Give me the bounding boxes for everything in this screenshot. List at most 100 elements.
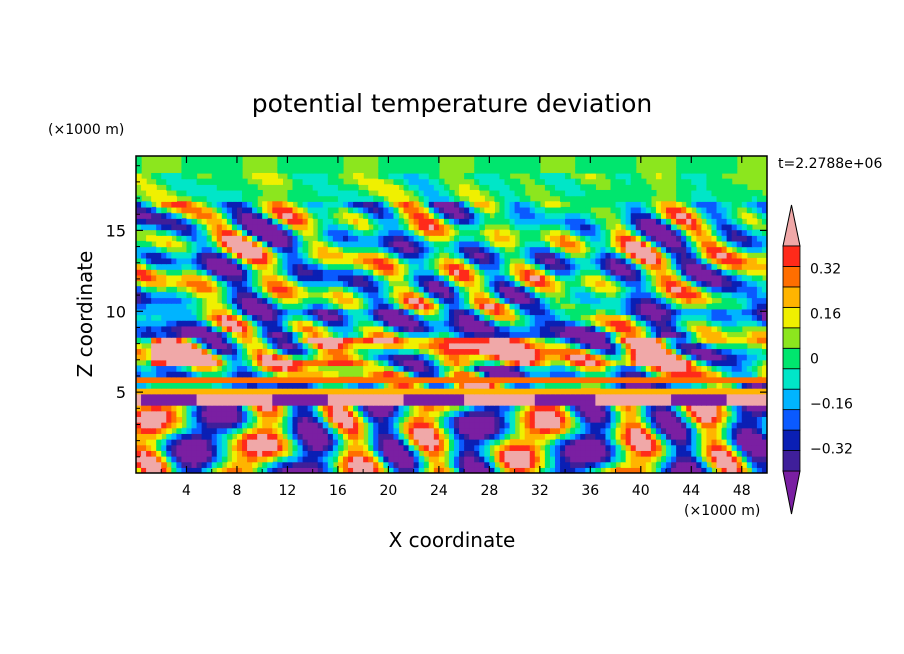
contour-cell [706,348,713,355]
contour-cell [721,274,728,282]
contour-cell [181,376,188,384]
contour-cell [252,280,258,287]
contour-cell [701,365,708,372]
contour-cell [519,314,526,321]
contour-cell [252,342,258,350]
contour-cell [544,269,551,276]
contour-cell [489,257,496,265]
contour-cell [358,342,364,350]
contour-cell [691,314,697,321]
contour-cell [151,280,157,287]
contour-cell [206,269,213,276]
contour-cell [696,257,702,265]
contour-cell [353,399,359,406]
contour-cell [418,405,425,412]
contour-cell [216,342,223,350]
contour-cell [494,269,501,276]
contour-cell [459,291,465,299]
contour-cell [393,439,400,446]
contour-cell [322,320,329,327]
contour-cell [620,382,627,389]
contour-cell [635,252,642,259]
contour-cell [595,303,602,310]
contour-cell [242,348,248,355]
contour-cell [474,263,480,270]
contour-cell [216,274,223,282]
contour-cell [696,240,702,248]
contour-cell [211,348,218,355]
contour-cell [363,303,369,310]
contour-cell [337,320,344,327]
contour-cell [287,399,294,406]
contour-cell [358,320,364,327]
contour-cell [302,433,309,440]
contour-cell [146,331,152,338]
contour-cell [696,399,702,406]
contour-cell [615,365,622,372]
contour-cell [721,461,728,468]
contour-cell [242,280,248,287]
contour-cell [514,348,521,355]
contour-cell [348,439,354,446]
contour-cell [383,439,389,446]
contour-cell [262,291,268,299]
contour-cell [469,433,475,440]
contour-cell [368,388,374,395]
contour-cell [701,297,708,304]
contour-cell [731,297,738,304]
contour-cell [706,427,713,434]
contour-cell [181,393,188,401]
contour-cell [600,337,607,344]
contour-cell [585,320,591,327]
contour-cell [560,365,566,372]
contour-cell [403,359,410,367]
contour-cell [539,331,546,338]
contour-cell [474,235,480,242]
contour-cell [262,359,268,367]
contour-cell [216,235,223,242]
contour-cell [655,365,662,372]
contour-cell [544,467,551,473]
contour-cell [368,303,374,310]
contour-cell [186,410,193,417]
contour-cell [565,331,571,338]
contour-cell [216,444,223,451]
contour-cell [484,410,490,417]
contour-cell [186,240,193,248]
contour-cell [529,257,536,265]
contour-cell [590,246,596,253]
contour-cell [635,337,642,344]
contour-cell [191,354,198,361]
contour-cell [231,274,238,282]
contour-cell [741,252,748,259]
contour-cell [448,399,455,406]
contour-cell [519,433,526,440]
contour-cell [393,274,400,282]
contour-cell [549,382,556,389]
contour-cell [580,450,586,457]
contour-cell [554,303,561,310]
contour-cell [721,376,728,384]
contour-cell [539,269,546,276]
contour-cell [479,235,485,242]
contour-cell [625,297,632,304]
contour-cell [221,354,228,361]
contour-cell [484,376,490,384]
contour-cell [504,444,511,451]
contour-cell [509,410,516,417]
contour-cell [282,257,289,265]
contour-cell [423,422,430,429]
contour-cell [327,291,334,299]
contour-cell [726,235,733,242]
contour-cell [590,427,596,434]
contour-cell [701,280,708,287]
contour-cell [484,229,490,236]
contour-cell [201,280,208,287]
contour-cell [580,388,586,395]
contour-cell [519,376,526,384]
contour-cell [398,405,405,412]
contour-cell [454,303,460,310]
contour-cell [378,354,384,361]
contour-cell [438,320,445,327]
contour-cell [211,337,218,344]
